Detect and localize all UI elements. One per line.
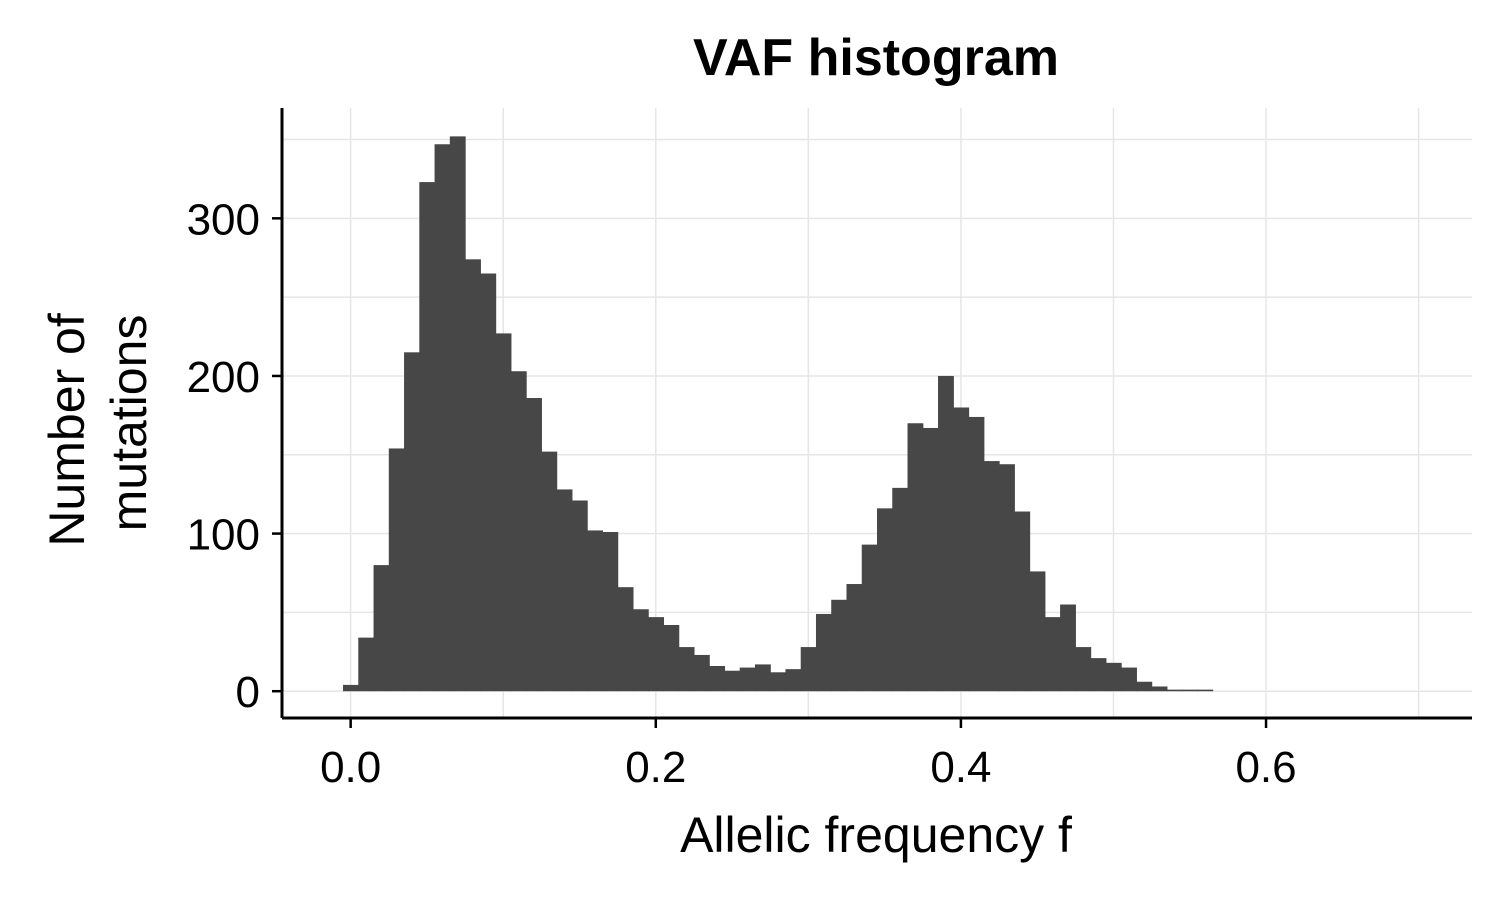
histogram-bar (617, 587, 634, 692)
histogram-bar (892, 487, 909, 692)
histogram-bar (953, 407, 970, 692)
histogram-bar (1044, 617, 1061, 692)
histogram-bar (663, 625, 680, 692)
x-tick-label: 0.2 (625, 743, 686, 792)
histogram-bar (922, 427, 939, 692)
histogram-bar (434, 144, 451, 692)
histogram-bar (465, 259, 481, 692)
histogram-bar (907, 423, 924, 692)
y-tick-label: 300 (187, 195, 260, 244)
histogram-bar (1029, 571, 1046, 692)
histogram-bar (1090, 658, 1107, 692)
chart-title: VAF histogram (693, 29, 1059, 87)
histogram-bar (358, 637, 375, 692)
histogram-bar (800, 647, 817, 692)
histogram-bar (678, 647, 695, 692)
y-axis-label-line-2: mutations (101, 315, 157, 532)
histogram-bar (1166, 689, 1183, 692)
histogram-bar (602, 532, 619, 692)
x-axis-label: Allelic frequency f (680, 807, 1072, 863)
histogram-bar (831, 599, 848, 692)
histogram-bar (815, 613, 832, 692)
histogram-bar (1014, 511, 1031, 692)
histogram-bar (785, 669, 802, 692)
y-axis-label-line-1: Number of (39, 313, 95, 547)
histogram-bar (1105, 662, 1122, 692)
histogram-bar (556, 489, 573, 692)
histogram-bars (343, 136, 1214, 692)
histogram-bar (449, 136, 466, 692)
x-tick-label: 0.6 (1235, 743, 1296, 792)
histogram-bar (404, 352, 420, 692)
histogram-bar (861, 544, 878, 692)
histogram-bar (632, 609, 649, 692)
histogram-bar (999, 464, 1015, 692)
histogram-bar (343, 684, 359, 692)
histogram-bar (1197, 689, 1214, 692)
histogram-bar (968, 416, 985, 692)
histogram-bar (724, 670, 741, 692)
histogram-bar (1075, 647, 1092, 692)
histogram-bar (1060, 604, 1076, 692)
histogram-bar (541, 451, 558, 692)
histogram-bar (846, 584, 863, 692)
histogram-bar (510, 371, 527, 692)
y-tick-label: 100 (187, 511, 260, 560)
x-tick-label: 0.0 (320, 743, 381, 792)
histogram-bar (754, 664, 771, 692)
y-tick-label: 0 (236, 668, 260, 717)
histogram-bar (1182, 689, 1198, 692)
histogram-bar (526, 398, 542, 692)
histogram-bar (1136, 681, 1153, 692)
histogram-bar (1151, 686, 1168, 692)
x-tick-label: 0.4 (930, 743, 991, 792)
histogram-bar (388, 448, 405, 692)
histogram-bar (1121, 667, 1137, 692)
histogram-bar (373, 565, 390, 692)
histogram-bar (693, 654, 710, 692)
histogram-bar (983, 461, 1000, 692)
y-axis-label: Number of mutations (39, 299, 157, 546)
histogram-bar (877, 508, 893, 692)
histogram-bar (495, 333, 512, 692)
y-tick-label: 200 (187, 353, 260, 402)
y-axis-ticks: 0 100 200 300 (187, 195, 282, 717)
histogram-bar (739, 667, 756, 692)
histogram-bar (419, 182, 436, 692)
histogram-bar (770, 672, 787, 692)
histogram-bar (938, 375, 954, 692)
histogram-bar (648, 617, 665, 692)
histogram-bar (709, 665, 726, 692)
x-axis-ticks: 0.0 0.2 0.4 0.6 (320, 718, 1297, 792)
histogram-bar (571, 500, 588, 692)
histogram-bar (587, 530, 603, 692)
histogram-bar (480, 273, 497, 692)
